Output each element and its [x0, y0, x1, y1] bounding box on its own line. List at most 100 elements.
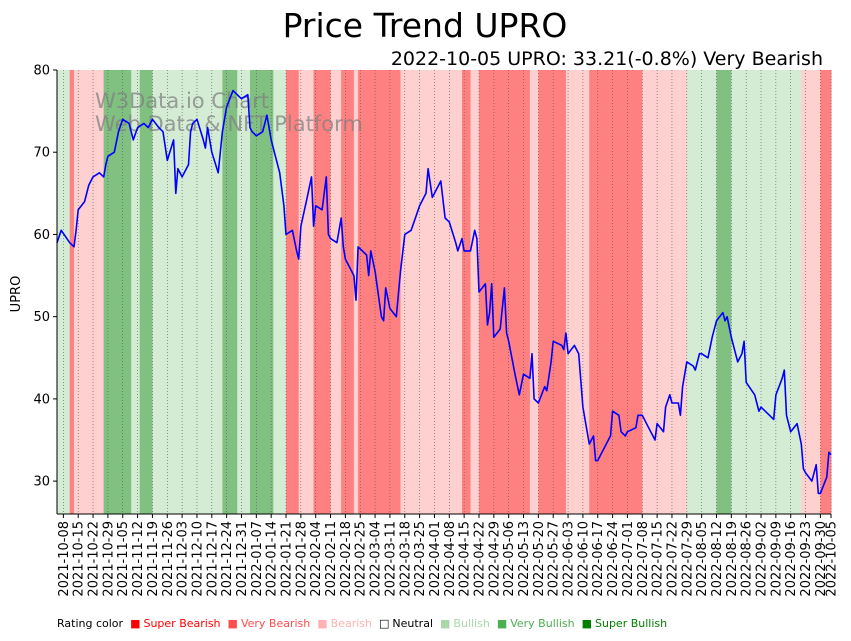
rating-band	[470, 70, 480, 514]
rating-band	[279, 70, 287, 514]
x-tick-label: 2022-07-22	[666, 521, 681, 597]
rating-band	[286, 70, 300, 514]
rating-band	[820, 70, 832, 514]
x-tick-label: 2022-09-09	[769, 521, 784, 597]
legend-item: □ Neutral	[379, 617, 433, 630]
x-tick-label: 2022-09-02	[755, 521, 770, 597]
x-tick-label: 2022-01-07	[250, 521, 265, 597]
x-tick-label: 2022-01-14	[265, 521, 280, 597]
rating-band	[222, 70, 238, 514]
rating-band	[73, 70, 105, 514]
rating-band	[103, 70, 132, 514]
rating-band	[237, 70, 251, 514]
rating-band	[69, 70, 75, 514]
x-axis-ticks: 2021-10-08 2021-10-15 2021-10-22 2021-10-29…	[57, 514, 840, 597]
price-series	[56, 89, 832, 495]
x-tick-label: 2021-10-08	[57, 521, 72, 597]
legend-swatch-icon: ■	[317, 617, 328, 630]
rating-band	[659, 70, 688, 514]
x-tick-label: 2022-06-10	[576, 521, 591, 597]
y-tick-label: 50	[33, 310, 50, 325]
x-tick-label: 2022-08-05	[695, 521, 710, 597]
x-tick-label: 2022-08-12	[710, 521, 725, 597]
x-tick-label: 2022-02-25	[354, 521, 369, 597]
chart-subtitle: 2022-10-05 UPRO: 33.21(-0.8%) Very Beari…	[391, 48, 823, 70]
x-tick-label: 2022-01-28	[294, 521, 309, 597]
watermark-line-2: Web Data & NFT Platform	[95, 112, 363, 136]
rating-band	[139, 70, 153, 514]
x-tick-label: 2022-09-23	[799, 521, 814, 597]
y-axis-ticks: 30 40 50 60 70 80	[33, 64, 57, 490]
legend-item: ■ Very Bullish	[497, 617, 575, 630]
x-tick-label: 2022-06-03	[562, 521, 577, 597]
rating-band	[462, 70, 472, 514]
rating-band	[330, 70, 342, 514]
y-tick-label: 60	[33, 228, 50, 243]
x-gridlines	[63, 70, 832, 514]
rating-band	[801, 70, 821, 514]
legend-label: Super Bearish	[143, 617, 221, 630]
x-tick-label: 2022-03-11	[383, 521, 398, 597]
x-tick-label: 2022-02-04	[309, 521, 324, 597]
rating-band	[746, 70, 802, 514]
chart-title: Price Trend UPRO	[283, 6, 568, 45]
rating-band	[313, 70, 332, 514]
rating-band	[249, 70, 274, 514]
x-tick-label: 2022-04-22	[473, 521, 488, 597]
y-tick-label: 40	[33, 392, 50, 407]
x-tick-label: 2022-04-15	[458, 521, 473, 597]
legend-label: Neutral	[392, 617, 434, 630]
legend-label: Bullish	[453, 617, 490, 630]
x-tick-label: 2021-10-15	[72, 521, 87, 597]
x-tick-label: 2022-05-06	[502, 521, 517, 597]
rating-band	[400, 70, 463, 514]
legend-item: ■ Bullish	[440, 617, 490, 630]
x-tick-label: 2022-08-26	[740, 521, 755, 597]
rating-band	[529, 70, 539, 514]
legend-label: Very Bullish	[510, 617, 575, 630]
legend-label: Very Bearish	[240, 617, 311, 630]
rating-band	[589, 70, 643, 514]
legend-swatch-icon: ■	[440, 617, 451, 630]
x-tick-label: 2021-10-22	[87, 521, 102, 597]
x-tick-label: 2022-03-18	[398, 521, 413, 597]
rating-band	[565, 70, 590, 514]
rating-bands	[57, 70, 832, 514]
rating-band	[131, 70, 141, 514]
rating-band	[169, 70, 223, 514]
legend-label: Super Bullish	[594, 617, 668, 630]
rating-band	[273, 70, 281, 514]
x-tick-label: 2022-10-05	[825, 521, 840, 597]
legend-label: Bearish	[330, 617, 372, 630]
legend-title: Rating color	[57, 617, 124, 630]
x-tick-label: 2022-07-29	[680, 521, 695, 597]
x-tick-label: 2021-12-10	[191, 521, 206, 597]
x-tick-label: 2021-12-03	[176, 521, 191, 597]
y-axis-label: UPRO	[9, 276, 24, 313]
x-tick-label: 2021-12-17	[205, 521, 220, 597]
rating-band	[152, 70, 170, 514]
legend-swatch-icon: ■	[227, 617, 238, 630]
x-tick-label: 2021-11-05	[116, 521, 131, 597]
x-tick-label: 2022-04-08	[443, 521, 458, 597]
rating-legend: Rating color ■ Super Bearish ■ Very Bearish…	[57, 617, 674, 630]
legend-swatch-icon: □	[379, 617, 390, 630]
x-tick-label: 2022-08-19	[725, 521, 740, 597]
x-tick-label: 2021-12-31	[235, 521, 250, 597]
legend-swatch-icon: ■	[581, 617, 592, 630]
x-tick-label: 2021-12-24	[220, 521, 235, 597]
x-tick-label: 2021-11-12	[131, 521, 146, 597]
watermark-line-1: W3Data.io Chart	[95, 89, 269, 113]
x-tick-label: 2021-10-29	[101, 521, 116, 597]
legend-swatch-icon: ■	[130, 617, 141, 630]
x-tick-label: 2021-11-26	[161, 521, 176, 597]
x-tick-label: 2022-09-30	[814, 521, 829, 597]
y-tick-label: 30	[33, 475, 50, 490]
x-tick-label: 2022-03-04	[369, 521, 384, 597]
x-tick-label: 2022-04-29	[487, 521, 502, 597]
legend-swatch-icon: ■	[496, 617, 508, 630]
x-tick-label: 2022-04-01	[428, 521, 443, 597]
y-tick-label: 70	[33, 146, 50, 161]
x-tick-label: 2022-05-13	[517, 521, 532, 597]
